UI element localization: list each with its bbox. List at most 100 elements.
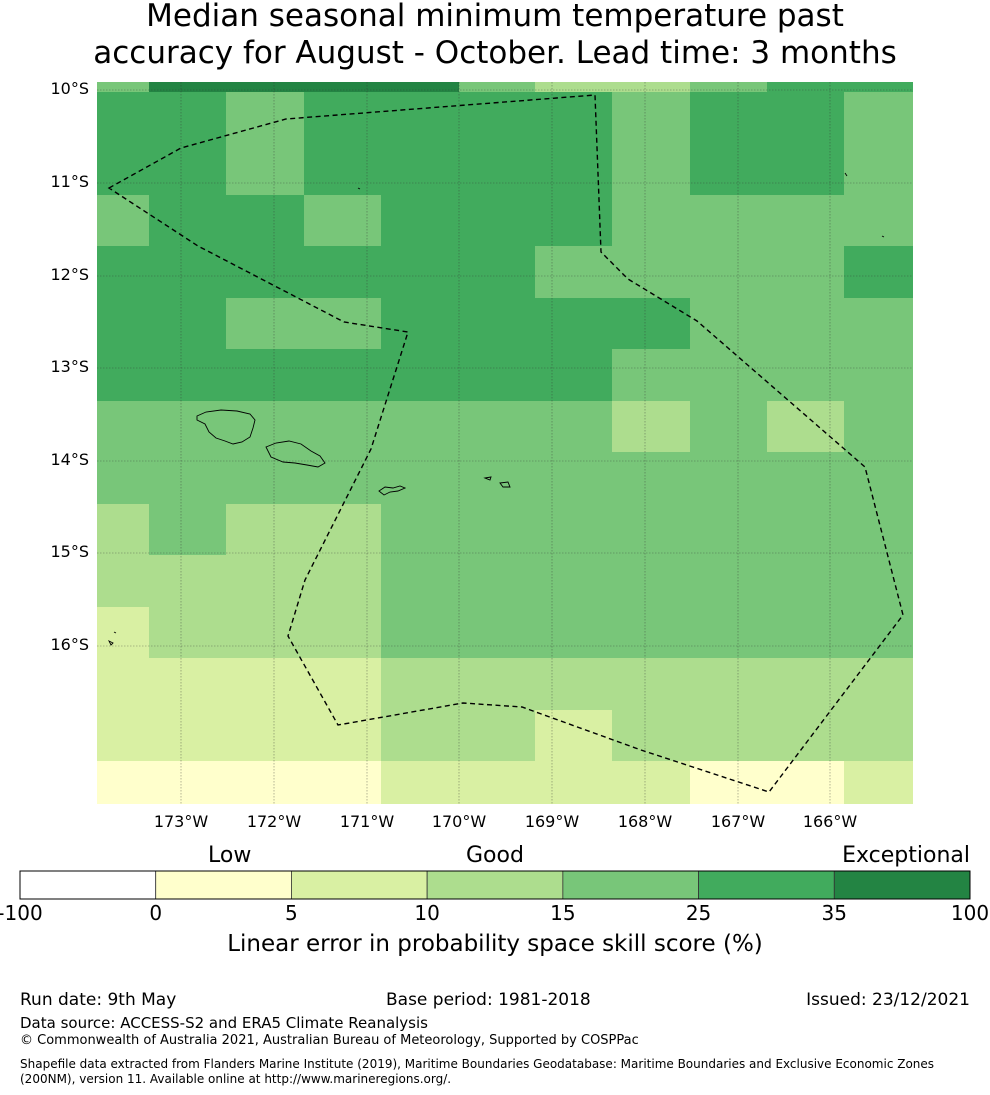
skill-cell [767,401,844,452]
skill-cell [535,349,612,401]
skill-cell [767,504,844,555]
tokelau-islet-2 [881,235,885,238]
skill-cell [459,246,535,298]
skill-cell [381,349,459,401]
shapefile-credit-line1: Shapefile data extracted from Flanders M… [20,1057,935,1071]
skill-cell [844,555,913,607]
skill-cell [690,349,767,401]
skill-cell [612,349,690,401]
skill-cell [535,82,612,92]
eez-boundary [107,94,904,793]
skill-cell [149,607,226,658]
skill-cell [690,452,767,504]
skill-cell [767,710,844,761]
skill-cell [304,349,381,401]
skill-cell [97,92,149,143]
skill-cell [226,607,304,658]
map-title-line2: accuracy for August - October. Lead time… [93,35,897,71]
skill-cell [149,246,226,298]
colorbar-segment [19,870,157,900]
skill-cell [612,246,690,298]
colorbar-tick-label: -100 [0,901,43,925]
colorbar-segment [562,870,699,900]
skill-cell [226,504,304,555]
skill-cell [612,658,690,710]
skill-cell [535,710,612,761]
skill-cell [226,349,304,401]
skill-cell [690,401,767,452]
skill-cell [612,555,690,607]
skill-cell [226,298,304,349]
skill-cell [226,92,304,143]
colorbar-tick-label: 15 [550,901,576,925]
skill-cell [149,504,226,555]
skill-cell [690,658,767,710]
skill-cell [767,761,844,804]
colorbar-segment [698,870,835,900]
skill-cell [304,504,381,555]
skill-cell [612,504,690,555]
skill-cell [226,195,304,246]
skill-cell [844,710,913,761]
skill-cell [459,607,535,658]
skill-cell [149,143,226,195]
lon-label: 168°W [617,812,673,831]
skill-cell [535,195,612,246]
colorbar-tick-label: 5 [285,901,298,925]
colorbar-tick-label: 0 [149,901,163,925]
colorbar-tick-label: 25 [685,901,712,925]
skill-cell [304,246,381,298]
skill-cell [149,710,226,761]
skill-cell [612,143,690,195]
skill-cell [97,504,149,555]
skill-cell [304,195,381,246]
category-label: Low [208,843,252,868]
skill-cell [612,710,690,761]
skill-cell [149,555,226,607]
skill-cell [304,82,381,92]
skill-cell [304,401,381,452]
skill-cell [844,504,913,555]
skill-cell [844,143,913,195]
shapefile-credit-line2: (200NM), version 11. Available online at… [20,1072,452,1086]
skill-cell [844,82,913,92]
skill-cell [690,607,767,658]
skill-cell [149,761,226,804]
lon-label: 169°W [524,812,580,831]
lon-label: 173°W [153,812,209,831]
issued-date: Issued: 23/12/2021 [806,990,970,1010]
skill-cell [226,761,304,804]
skill-cell [304,555,381,607]
tutuila-island [378,485,407,496]
lon-label: 167°W [710,812,766,831]
lat-label: 12°S [50,265,89,284]
lat-label: 15°S [50,542,89,561]
skill-cell [459,401,535,452]
skill-cell [459,298,535,349]
lat-label: 14°S [50,450,89,469]
skill-cell [304,710,381,761]
skill-cell [304,761,381,804]
skill-cell [612,761,690,804]
colorbar-segment [155,870,292,900]
skill-cell [149,401,226,452]
skill-cell [149,82,226,92]
skill-cell [459,82,535,92]
skill-cell [226,82,304,92]
skill-cell [767,92,844,143]
skill-cell [304,92,381,143]
skill-cell [97,658,149,710]
skill-cell [690,82,767,92]
category-label: Exceptional [842,843,970,868]
skill-cell [535,143,612,195]
skill-cell [767,607,844,658]
graticule [97,82,913,804]
colorbar-tick-label: 10 [414,901,440,925]
skill-cell [226,555,304,607]
skill-cell [844,349,913,401]
skill-cell [767,658,844,710]
upolu-island [265,440,326,468]
skill-cell [381,195,459,246]
skill-cell [381,607,459,658]
skill-cell [381,555,459,607]
